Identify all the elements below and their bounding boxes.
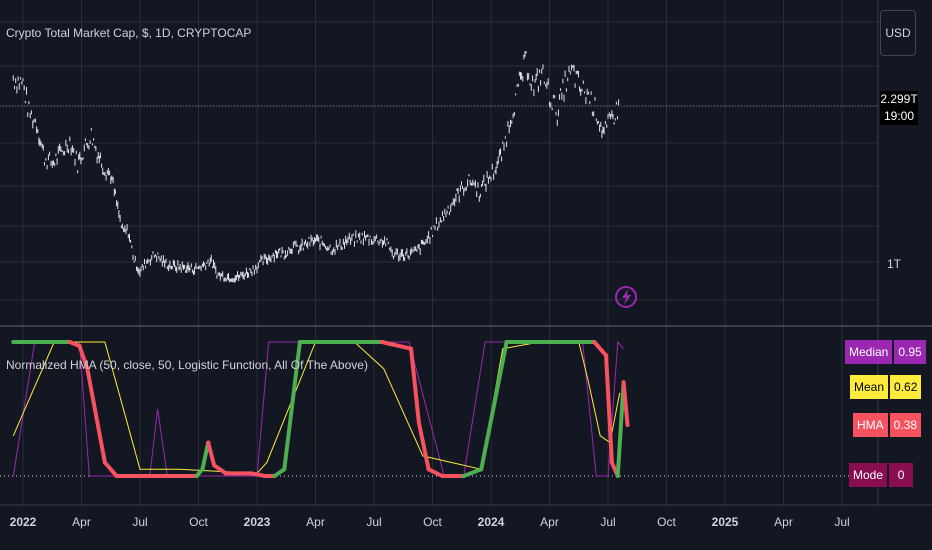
- hma-segment: [621, 380, 630, 428]
- hma-segment: [379, 340, 414, 351]
- x-tick-label: 2024: [478, 515, 505, 529]
- x-tick-label: Oct: [423, 515, 442, 529]
- x-tick-label: Jul: [834, 515, 849, 529]
- badge-mean: Mean 0.62: [850, 375, 922, 399]
- badge-value: 0.95: [894, 340, 926, 364]
- hma-segment: [416, 420, 431, 472]
- x-tick-label: Apr: [540, 515, 559, 529]
- x-tick-label: Apr: [72, 515, 91, 529]
- badge-value: 0: [889, 463, 914, 487]
- x-tick-label: Apr: [306, 515, 325, 529]
- x-tick-label: 2023: [244, 515, 271, 529]
- lightning-bolt-icon: [622, 289, 631, 305]
- badge-value: 0.38: [889, 413, 922, 437]
- x-tick-label: Jul: [600, 515, 615, 529]
- mean-line: [12, 341, 621, 474]
- x-tick-label: Oct: [657, 515, 676, 529]
- hma-segment: [206, 440, 217, 468]
- currency-button[interactable]: USD: [880, 10, 916, 56]
- hma-segment: [426, 467, 445, 478]
- hma-segment: [615, 380, 626, 478]
- last-price-value: 2.299T: [880, 92, 918, 106]
- badge-hma: HMA 0.38: [853, 413, 922, 437]
- badge-label: Mean: [850, 375, 889, 399]
- x-tick-label: Apr: [774, 515, 793, 529]
- hma-segment: [77, 344, 90, 371]
- hma-segment: [592, 340, 609, 358]
- lightning-icon: [615, 286, 637, 308]
- x-tick-label: 2025: [712, 515, 739, 529]
- indicator-title: Normalized HMA (50, close, 50, Logistic …: [6, 358, 368, 372]
- x-tick-label: Jul: [132, 515, 147, 529]
- bar-countdown: 19:00: [883, 109, 915, 123]
- hma-segment: [212, 463, 228, 476]
- badge-label: HMA: [853, 413, 888, 437]
- hma-segment: [85, 366, 107, 465]
- badge-mode: Mode 0: [849, 463, 914, 487]
- x-tick-label: Oct: [189, 515, 208, 529]
- hma-segment: [282, 340, 302, 472]
- hma-segment: [409, 346, 421, 425]
- hma-segment: [102, 460, 119, 478]
- badge-median: Median 0.95: [845, 340, 926, 364]
- hma-segment: [249, 471, 267, 478]
- x-tick-label: 2022: [10, 515, 37, 529]
- x-tick-label: Jul: [366, 515, 381, 529]
- hma-segment: [604, 353, 614, 465]
- hma-segment: [479, 340, 509, 472]
- chart-title: Crypto Total Market Cap, $, 1D, CRYPTOCA…: [6, 26, 252, 40]
- last-price-label: 2.299T 19:00: [880, 91, 918, 125]
- price-tick-1t: 1T: [887, 257, 902, 271]
- hma-segment: [461, 467, 484, 478]
- badge-label: Mode: [849, 463, 888, 487]
- hma-segment: [200, 440, 211, 472]
- price-series: [12, 51, 620, 283]
- badge-value: 0.62: [890, 375, 922, 399]
- badge-label: Median: [845, 340, 893, 364]
